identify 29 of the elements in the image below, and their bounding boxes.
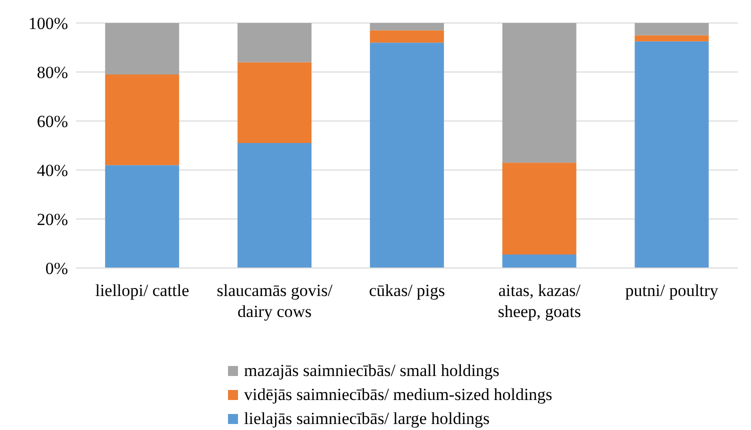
- bar: [238, 143, 312, 268]
- bar: [105, 74, 180, 166]
- bar: [634, 23, 709, 36]
- legend-label: vidējās saimniecībās/ medium-sized holdings: [244, 384, 552, 406]
- y-tick-label: 100%: [28, 14, 68, 34]
- bar: [502, 254, 576, 268]
- y-tick-label: 20%: [36, 210, 68, 230]
- y-tick-label: 40%: [36, 161, 68, 180]
- bar: [105, 23, 180, 74]
- bar: [370, 23, 444, 30]
- bar: [238, 23, 312, 62]
- legend-label: mazajās saimniecībās/ small holdings: [244, 360, 500, 382]
- bar: [370, 30, 444, 43]
- y-tick-label: 60%: [36, 112, 68, 132]
- bar: [502, 162, 576, 255]
- legend-label: lielajās saimniecībās/ large holdings: [244, 408, 490, 430]
- bar: [238, 62, 312, 144]
- bar: [105, 165, 180, 268]
- bar: [502, 23, 576, 163]
- y-tick-label: 0%: [45, 259, 68, 278]
- x-tick-label: slaucamās govis/ dairy cows: [216, 281, 333, 321]
- x-tick-label: cūkas/ pigs: [368, 281, 446, 300]
- x-tick-label: liellopi/ cattle: [95, 281, 190, 300]
- bar: [370, 42, 444, 268]
- bar: [634, 41, 709, 268]
- x-tick-label: putni/ poultry: [625, 281, 719, 300]
- x-tick-label: aitas, kazas/ sheep, goats: [498, 281, 581, 321]
- y-tick-label: 80%: [36, 63, 68, 82]
- bar: [634, 35, 709, 42]
